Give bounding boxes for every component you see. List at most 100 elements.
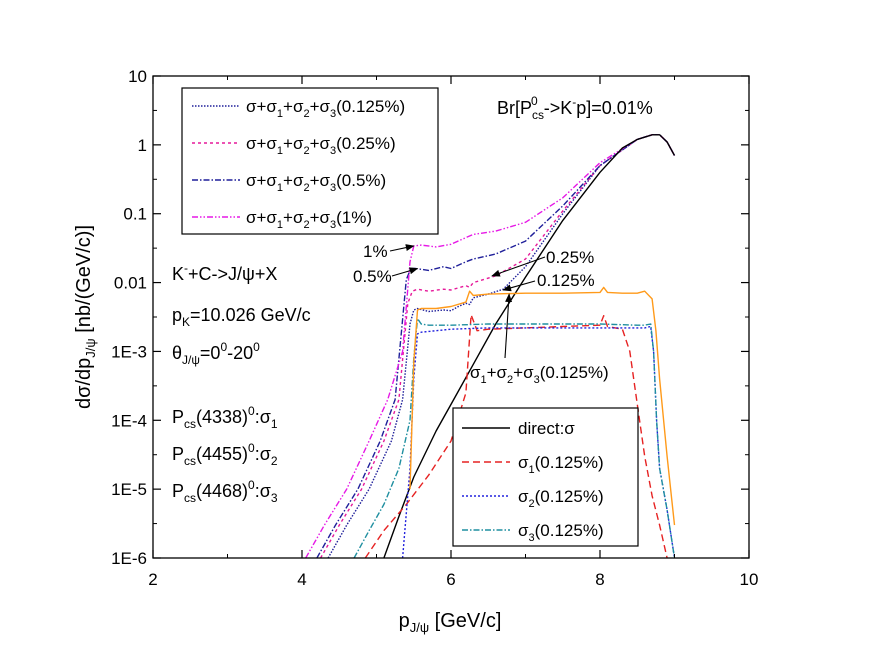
series-line-tot025 bbox=[319, 134, 676, 558]
legend-top-label-part: 3 bbox=[330, 182, 336, 194]
series-line-direct bbox=[383, 134, 676, 558]
x-tick-label: 8 bbox=[595, 570, 604, 589]
arrow-annotation-05pct: 0.5% bbox=[353, 267, 419, 286]
legend-bottom-label-sub: 1 bbox=[529, 464, 535, 476]
legend-top-frame bbox=[181, 87, 439, 235]
y-tick-label: 0.01 bbox=[114, 274, 147, 293]
legend-top-label: σ+σ1+σ2+σ3(0.5%) bbox=[246, 171, 386, 194]
legend-top-label-part: (0.125%) bbox=[336, 97, 405, 116]
legend-bottom-items: direct:σσ1(0.125%)σ2(0.125%)σ3(0.125%) bbox=[462, 419, 604, 544]
arrow-annotation-sum: σ1+σ2+σ3(0.125%) bbox=[470, 293, 609, 386]
legend-top-label-part: 2 bbox=[303, 108, 309, 120]
legend-top-label-part: +σ bbox=[310, 97, 331, 116]
legend-top-label-part: σ+σ bbox=[246, 97, 277, 116]
legend-top-label-part: (0.25%) bbox=[336, 134, 396, 153]
legend-top-label-part: 1 bbox=[277, 182, 283, 194]
legend-bottom-label-tail: (0.125%) bbox=[535, 521, 604, 540]
legend-bottom-label: σ2(0.125%) bbox=[518, 487, 604, 510]
arrow-annotation-1pct: 1% bbox=[363, 242, 415, 261]
arrow-annotation-025pct: 0.25% bbox=[491, 248, 594, 277]
legend-top-label-part: +σ bbox=[310, 208, 331, 227]
series-line-sumsig bbox=[409, 286, 676, 526]
legend-bottom-label-main: σ bbox=[518, 521, 529, 540]
legend-top: σ+σ1+σ2+σ3(0.125%)σ+σ1+σ2+σ3(0.25%)σ+σ1+… bbox=[181, 87, 439, 235]
momentum-label: pK=10.026 GeV/c bbox=[172, 305, 311, 329]
y-tick-label: 1E-3 bbox=[111, 342, 147, 361]
angle-label: θJ/ψ=00-200 bbox=[172, 340, 260, 367]
legend-top-label: σ+σ1+σ2+σ3(0.125%) bbox=[246, 97, 405, 120]
series-line-tot0125 bbox=[327, 134, 676, 558]
y-tick-label: 1 bbox=[138, 136, 147, 155]
legend-top-label-part: 3 bbox=[330, 145, 336, 157]
legend-bottom-label-tail: (0.125%) bbox=[535, 453, 604, 472]
legend-bottom-label-main: σ bbox=[518, 487, 529, 506]
legend-top-label-part: +σ bbox=[310, 171, 331, 190]
arrow-label-0125pct: 0.125% bbox=[537, 271, 595, 290]
branching-ratio-label: Br[Pcs0 ->K-p]=0.01% bbox=[497, 94, 653, 122]
x-tick-label: 10 bbox=[740, 570, 759, 589]
legend-top-label-part: (0.5%) bbox=[336, 171, 386, 190]
arrow-label-05pct: 0.5% bbox=[353, 267, 392, 286]
x-axis-title-sub: J/ψ bbox=[410, 620, 429, 635]
legend-top-label-part: +σ bbox=[283, 134, 304, 153]
legend-bottom-label-main: σ bbox=[518, 453, 529, 472]
legend-bottom-label-sub: 3 bbox=[529, 532, 535, 544]
y-tick-label: 1E-4 bbox=[111, 411, 147, 430]
legend-top-items: σ+σ1+σ2+σ3(0.125%)σ+σ1+σ2+σ3(0.25%)σ+σ1+… bbox=[192, 97, 405, 231]
state-label-2: Pcs(4455)0:σ2 bbox=[172, 441, 278, 468]
arrow-annotation-0125pct: 0.125% bbox=[502, 271, 595, 292]
legend-bottom-label: σ1(0.125%) bbox=[518, 453, 604, 476]
legend-bottom-label-sub: 2 bbox=[529, 498, 535, 510]
y-tick-label: 1E-6 bbox=[111, 549, 147, 568]
series-line-sig1 bbox=[364, 314, 668, 558]
legend-bottom-label-tail: (0.125%) bbox=[535, 487, 604, 506]
series-layer bbox=[305, 134, 676, 558]
legend-bottom-frame bbox=[452, 407, 639, 547]
legend-top-label: σ+σ1+σ2+σ3(1%) bbox=[246, 208, 372, 231]
legend-bottom: direct:σσ1(0.125%)σ2(0.125%)σ3(0.125%) bbox=[452, 407, 639, 547]
legend-top-label-part: 2 bbox=[303, 182, 309, 194]
arrow-0125pct bbox=[502, 280, 536, 292]
legend-top-label-part: +σ bbox=[310, 134, 331, 153]
legend-top-label-part: 1 bbox=[277, 145, 283, 157]
y-axis-title-main: dσ/dp bbox=[73, 358, 95, 409]
legend-top-label-part: σ+σ bbox=[246, 171, 277, 190]
legend-top-label-part: 2 bbox=[303, 219, 309, 231]
state-label-3: Pcs(4468)0:σ3 bbox=[172, 478, 278, 505]
x-tick-label: 2 bbox=[148, 570, 157, 589]
legend-top-label-part: 3 bbox=[330, 108, 336, 120]
ticks-layer: 2 4 6 8 10 10 1 0.1 0.01 1E-3 1E-4 1E-5 1E-6 bbox=[111, 67, 758, 589]
legend-top-label-part: +σ bbox=[283, 171, 304, 190]
legend-top-label: σ+σ1+σ2+σ3(0.25%) bbox=[246, 134, 396, 157]
y-tick-label: 10 bbox=[128, 67, 147, 86]
legend-top-label-part: +σ bbox=[283, 208, 304, 227]
x-axis-title-unit: [GeV/c] bbox=[429, 610, 501, 632]
series-line-tot1 bbox=[305, 134, 676, 558]
legend-top-label-part: σ+σ bbox=[246, 208, 277, 227]
legend-bottom-label: direct:σ bbox=[518, 419, 575, 438]
legend-bottom-label-main: direct:σ bbox=[518, 419, 575, 438]
y-tick-label: 1E-5 bbox=[111, 480, 147, 499]
legend-top-label-part: (1%) bbox=[336, 208, 372, 227]
x-axis-title-main: p bbox=[399, 610, 410, 632]
arrow-1pct bbox=[389, 244, 415, 252]
y-tick-label: 0.1 bbox=[123, 205, 147, 224]
legend-bottom-label: σ3(0.125%) bbox=[518, 521, 604, 544]
state-label-1: Pcs(4338)0:σ1 bbox=[172, 404, 278, 431]
legend-top-label-part: σ+σ bbox=[246, 134, 277, 153]
arrow-sum bbox=[504, 293, 513, 359]
x-tick-label: 6 bbox=[446, 570, 455, 589]
legend-top-label-part: 2 bbox=[303, 145, 309, 157]
arrow-025pct bbox=[491, 256, 546, 277]
legend-top-label-part: 3 bbox=[330, 219, 336, 231]
arrow-05pct bbox=[391, 267, 419, 277]
y-axis-title: dσ/dpJ/ψ [nb/(GeV/c)] bbox=[73, 225, 98, 409]
y-axis-title-unit: [nb/(GeV/c)] bbox=[73, 225, 95, 338]
legend-top-label-part: 1 bbox=[277, 219, 283, 231]
x-axis-title: pJ/ψ [GeV/c] bbox=[399, 610, 502, 635]
arrow-label-025pct: 0.25% bbox=[546, 248, 594, 267]
legend-top-label-part: +σ bbox=[283, 97, 304, 116]
sum-label: σ1+σ2+σ3(0.125%) bbox=[470, 363, 609, 386]
reaction-label: K-+C->J/ψ+X bbox=[172, 261, 277, 284]
